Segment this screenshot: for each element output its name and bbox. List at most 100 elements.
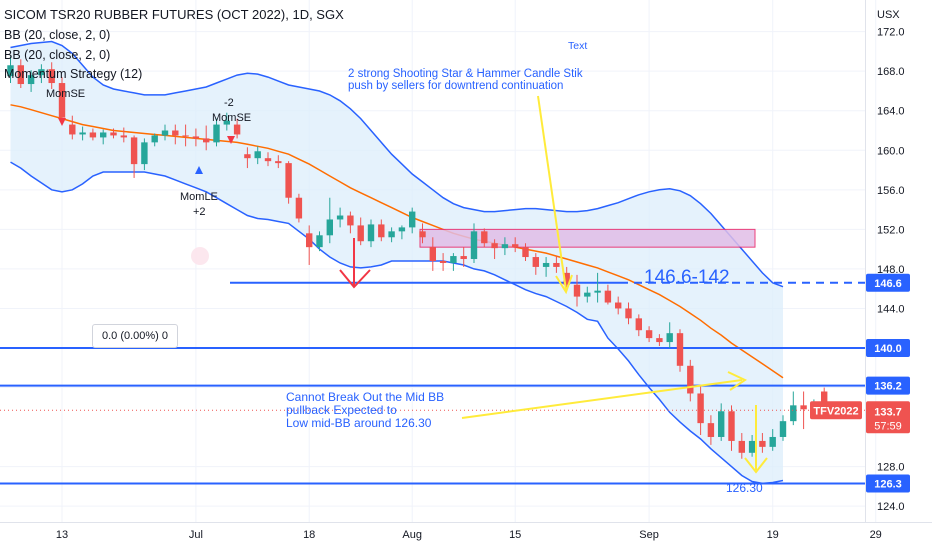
symbol-tag: TFV2022 [813,405,858,417]
candle-body [656,338,663,343]
candle-body [697,393,704,424]
x-tick-label: 13 [56,529,68,541]
y-tick-label: 144.0 [877,303,905,315]
x-tick-label: 29 [870,529,882,541]
candle-body [512,244,519,248]
candle-body [728,411,735,441]
annotation-shooting-star-line-2[interactable]: push by sellers for downtrend continuati… [348,80,564,92]
candle-body [738,440,745,453]
candle-body [491,243,498,249]
candle-body [17,65,24,85]
candle-body [141,142,148,165]
drawing-tools[interactable] [58,95,768,474]
candle-body [790,405,797,422]
price-tag-136-2: 136.2 [874,381,902,393]
measure-label[interactable]: 0.0 (0.00%) 0 [92,324,178,348]
strategy-signals: MomSE -2 MomSE MomLE +2 [46,88,251,218]
candle-body [542,262,550,267]
candle-body [233,124,241,135]
resistance-zone[interactable] [419,228,756,248]
y-tick-label: 160.0 [877,145,905,157]
arrow-shooting-star-line [537,95,567,291]
time-axis[interactable]: 13 Jul 18 Aug 15 Sep 19 29 [0,522,932,542]
x-tick-label: 19 [767,529,779,541]
price-tag-current: 133.7 [874,406,902,418]
candle-body [79,132,86,135]
candle-body [203,138,210,143]
candle-body [326,219,333,236]
legend-strategy[interactable]: Momentum Strategy (12) [4,67,143,81]
candle-body [450,256,457,263]
legend-bb-2[interactable]: BB (20, close, 2, 0) [4,48,111,62]
candle-body [604,290,612,303]
candle-body [213,124,220,143]
x-tick-label: 18 [303,529,315,541]
price-tag-136-2-bg [866,376,910,395]
candle-body [295,197,303,219]
candle-body [707,423,715,437]
candlesticks [7,56,828,459]
arrow-mid-bb-head [727,371,748,391]
candle-body [110,132,117,136]
y-tick-label: 152.0 [877,224,905,236]
price-tag-126-3-bg [866,474,910,493]
momle-marker [195,166,203,174]
x-tick-label: Jul [189,529,203,541]
annotation-mid-bb-line-1[interactable]: Cannot Break Out the Mid BB [286,390,445,404]
arrow-shooting-star-head [555,274,573,295]
candle-body [687,365,694,394]
candle-body [388,231,395,238]
candle-body [769,436,776,447]
horizontal-levels[interactable] [0,281,865,485]
candle-body [532,257,539,267]
signal-momle-count: +2 [193,206,206,218]
price-axis[interactable]: USX 172.0 168.0 164.0 160.0 156.0 152.0 148.0 1… [865,0,905,522]
price-tag-126-3: 126.3 [874,478,902,490]
y-tick-label: 164.0 [877,106,905,118]
candle-body [244,154,251,159]
signal-momle: MomLE [180,191,218,203]
candle-body [172,130,179,136]
candle-body [89,132,97,138]
candle-body [645,330,653,339]
candle-body [378,224,385,238]
annotation-target[interactable]: 126.30 [726,481,763,495]
candle-body [429,247,436,261]
annotation-range[interactable]: 146.6-142 [644,267,730,288]
candle-body [264,158,272,162]
price-tags: 146.6 140.0 136.2 126.3 133.7 57:59 TFV2022 [810,273,910,493]
candle-body [563,272,570,285]
price-tag-146-6: 146.6 [874,278,902,290]
candle-body [676,333,684,366]
candle-body [347,215,354,226]
candle-body [481,231,488,244]
candle-body [161,130,169,136]
candle-body [27,75,35,85]
candle-body [635,318,642,331]
price-tag-140-bg [866,339,910,357]
candle-body [151,135,158,143]
symbol-tag-bg [810,401,862,420]
signal-momse-1: MomSE [46,88,85,100]
candle-body [254,151,261,159]
candle-body [573,284,581,297]
candle-body [584,292,591,297]
annotation-mid-bb-line-2[interactable]: pullback Expected to [286,403,397,417]
annotation-mid-bb-line-3[interactable]: Low mid-BB around 126.30 [286,416,432,430]
candle-body [367,224,375,242]
bollinger-upper-band [10,40,784,288]
candle-body [419,231,426,238]
legend-bb-1[interactable]: BB (20, close, 2, 0) [4,28,111,42]
x-tick-label: Sep [639,529,659,541]
annotation-shooting-star-line-1[interactable]: 2 strong Shooting Star & Hammer Candle S… [348,68,583,80]
candle-body [553,262,560,267]
candle-body [800,405,807,410]
y-tick-label: 172.0 [877,27,905,39]
candle-body [7,65,14,77]
text-annotation[interactable]: Text [568,40,588,52]
candle-body [460,256,467,260]
x-tick-label: Aug [402,529,422,541]
price-tag-140: 140.0 [874,343,902,355]
bollinger-band-fill [10,41,783,484]
